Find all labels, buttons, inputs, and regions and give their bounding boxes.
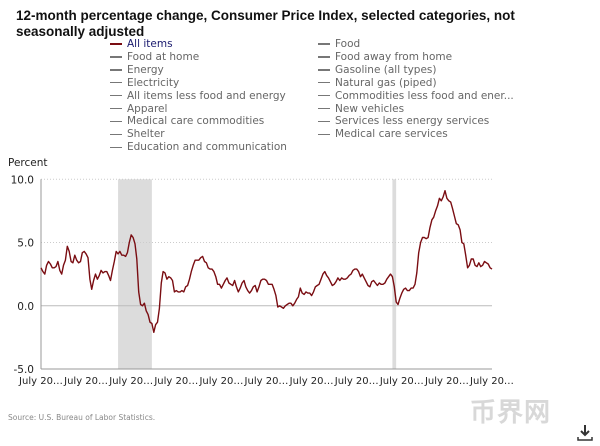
legend-item[interactable]: Medical care services — [318, 128, 514, 141]
legend-swatch — [318, 56, 330, 58]
legend-item[interactable]: New vehicles — [318, 103, 514, 116]
legend-item[interactable]: All items less food and energy — [110, 90, 287, 103]
legend-swatch — [110, 94, 122, 97]
legend-left: All items Food at home Energy Electricity Al… — [110, 38, 287, 154]
legend-swatch — [110, 69, 122, 71]
series-line-all-items — [40, 190, 493, 333]
y-tick-label: 10.0 — [11, 174, 34, 186]
legend-label: Food — [335, 38, 361, 50]
legend-label: Gasoline (all types) — [335, 63, 437, 76]
legend-label: Medical care commodities — [127, 115, 265, 128]
legend-swatch — [318, 43, 330, 45]
x-tick-label: July 20… — [469, 376, 514, 387]
legend-item[interactable]: Shelter — [110, 128, 287, 141]
legend-label: Electricity — [127, 76, 180, 89]
legend-item[interactable]: Electricity — [110, 77, 287, 90]
legend-item[interactable]: Gasoline (all types) — [318, 64, 514, 77]
x-tick-label: July 20… — [198, 376, 243, 387]
legend-label: Education and communication — [127, 141, 287, 154]
legend-label: Food at home — [127, 50, 200, 63]
legend-item[interactable]: Food away from home — [318, 51, 514, 64]
legend-item[interactable]: Food — [318, 38, 514, 51]
legend-item[interactable]: Food at home — [110, 51, 287, 64]
legend-swatch — [110, 120, 122, 123]
source-note: Source: U.S. Bureau of Labor Statistics. — [8, 413, 156, 422]
legend-right: Food Food away from home Gasoline (all typ… — [318, 38, 514, 141]
legend-item[interactable]: All items — [110, 38, 287, 51]
x-tick-label: July 20… — [63, 376, 108, 387]
legend-item[interactable]: Medical care commodities — [110, 115, 287, 128]
legend-label: Medical care services — [335, 128, 448, 141]
download-icon[interactable] — [577, 424, 593, 442]
y-tick-label: 5.0 — [17, 238, 34, 250]
legend-swatch — [318, 81, 330, 84]
legend-swatch — [110, 107, 122, 110]
y-axis-title: Percent — [8, 157, 48, 169]
x-tick-label: July 20… — [244, 376, 289, 387]
legend-swatch — [318, 133, 330, 136]
legend-item[interactable]: Education and communication — [110, 141, 287, 154]
x-tick-label: July 20… — [108, 376, 153, 387]
legend-swatch — [318, 69, 330, 71]
legend-label: New vehicles — [335, 102, 405, 115]
legend-swatch — [318, 120, 330, 123]
legend-label: Services less energy services — [335, 115, 490, 128]
legend-swatch — [110, 56, 122, 58]
legend-label: Energy — [127, 63, 164, 76]
legend-swatch — [318, 107, 330, 110]
x-tick-label: July 20… — [334, 376, 379, 387]
legend-label: All items less food and energy — [127, 89, 286, 102]
legend-swatch — [110, 81, 122, 84]
legend-label: Shelter — [127, 128, 165, 141]
legend-label: Commodities less food and ener... — [335, 89, 514, 102]
recession-shading — [118, 179, 152, 369]
recession-shading — [392, 179, 397, 369]
legend-label: All items — [127, 38, 173, 50]
legend-item[interactable]: Natural gas (piped) — [318, 77, 514, 90]
legend-swatch — [110, 43, 122, 45]
legend-item[interactable]: Energy — [110, 64, 287, 77]
legend-item[interactable]: Services less energy services — [318, 115, 514, 128]
legend-item[interactable]: Apparel — [110, 103, 287, 116]
x-tick-label: July 20… — [153, 376, 198, 387]
watermark-logo: 币界网 — [470, 398, 552, 428]
legend-swatch — [110, 133, 122, 136]
y-tick-label: 0.0 — [17, 301, 34, 313]
legend-swatch — [318, 94, 330, 97]
x-tick-label: July 20… — [289, 376, 334, 387]
x-tick-label: July 20… — [18, 376, 63, 387]
legend-swatch — [110, 146, 122, 148]
y-tick-label: -5.0 — [14, 364, 35, 376]
legend-item[interactable]: Commodities less food and ener... — [318, 90, 514, 103]
chart-title: 12-month percentage change, Consumer Pri… — [16, 8, 515, 39]
legend-label: Natural gas (piped) — [335, 76, 437, 89]
x-tick-label: July 20… — [379, 376, 424, 387]
legend-label: Apparel — [127, 102, 168, 115]
x-tick-label: July 20… — [424, 376, 469, 387]
legend-label: Food away from home — [335, 50, 453, 63]
